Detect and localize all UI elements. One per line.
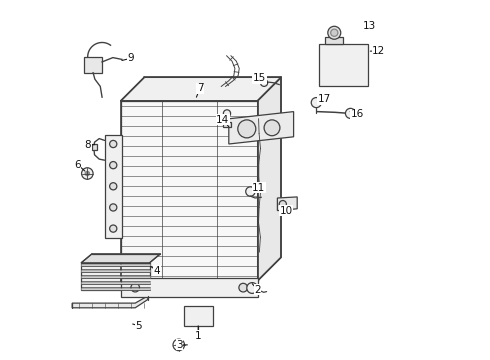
Polygon shape — [81, 264, 149, 266]
Polygon shape — [258, 77, 281, 281]
Text: 16: 16 — [351, 109, 364, 120]
Circle shape — [331, 29, 338, 36]
Text: 3: 3 — [176, 340, 183, 350]
Circle shape — [85, 171, 90, 176]
Bar — [104, 135, 122, 238]
Polygon shape — [81, 270, 149, 272]
Circle shape — [131, 283, 140, 292]
Polygon shape — [121, 77, 281, 101]
Text: 13: 13 — [363, 21, 376, 31]
Polygon shape — [81, 276, 149, 278]
Bar — [319, 44, 368, 86]
Text: 17: 17 — [318, 94, 331, 104]
Circle shape — [173, 339, 185, 351]
Circle shape — [239, 283, 247, 292]
Circle shape — [328, 26, 341, 39]
Circle shape — [245, 187, 255, 196]
Polygon shape — [81, 282, 149, 284]
Circle shape — [110, 140, 117, 148]
Text: 5: 5 — [136, 321, 142, 331]
Bar — [223, 122, 231, 127]
Circle shape — [110, 204, 117, 211]
Text: 14: 14 — [216, 114, 229, 125]
Circle shape — [223, 110, 231, 117]
Circle shape — [110, 183, 117, 190]
Circle shape — [238, 120, 256, 138]
Bar — [92, 144, 97, 150]
Polygon shape — [81, 254, 160, 263]
Circle shape — [81, 168, 93, 179]
Circle shape — [311, 98, 321, 108]
Polygon shape — [81, 288, 149, 290]
Text: 2: 2 — [254, 285, 261, 295]
Text: 1: 1 — [195, 330, 201, 341]
Circle shape — [261, 79, 268, 86]
Polygon shape — [81, 263, 149, 290]
Text: 15: 15 — [253, 73, 266, 84]
Circle shape — [110, 225, 117, 232]
Bar — [121, 278, 258, 297]
Polygon shape — [72, 296, 148, 308]
Polygon shape — [229, 112, 294, 144]
Bar — [121, 101, 258, 281]
Text: 12: 12 — [372, 46, 386, 56]
Text: 9: 9 — [127, 53, 134, 63]
Text: 10: 10 — [280, 206, 293, 216]
Text: 6: 6 — [74, 159, 81, 170]
Circle shape — [322, 73, 330, 80]
Circle shape — [110, 162, 117, 169]
Text: 11: 11 — [252, 183, 265, 193]
Bar — [184, 306, 213, 326]
Circle shape — [247, 283, 258, 293]
Circle shape — [176, 342, 181, 347]
Circle shape — [358, 73, 365, 80]
Text: 8: 8 — [84, 140, 91, 150]
Circle shape — [279, 201, 286, 208]
Text: 4: 4 — [153, 266, 160, 276]
Circle shape — [264, 120, 280, 136]
Circle shape — [345, 108, 356, 118]
Polygon shape — [277, 197, 297, 211]
Bar — [84, 57, 102, 73]
Text: 7: 7 — [196, 83, 203, 93]
Bar — [325, 37, 343, 44]
